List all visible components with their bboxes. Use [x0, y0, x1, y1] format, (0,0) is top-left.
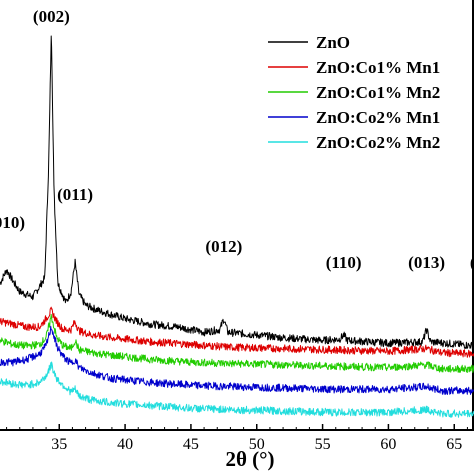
series-line-2 — [0, 314, 474, 373]
peak-label: (011) — [57, 185, 93, 204]
peak-label-layer: (010) (002) (011) (012) (110) (013) ( — [0, 7, 474, 272]
x-tick-label: 55 — [315, 436, 331, 453]
series-line-4 — [0, 361, 474, 418]
legend-label: ZnO:Co2% Mn2 — [316, 133, 440, 152]
peak-label: (002) — [33, 7, 70, 26]
peak-label: (013) — [408, 253, 445, 272]
x-tick-label: 35 — [51, 436, 67, 453]
x-tick-label: 50 — [249, 436, 265, 453]
series-line-1 — [0, 306, 474, 358]
x-tick-label: 65 — [446, 436, 462, 453]
peak-label: (012) — [205, 237, 242, 256]
legend-label: ZnO:Co1% Mn1 — [316, 58, 440, 77]
legend-label: ZnO — [316, 33, 350, 52]
x-tick-label: 60 — [380, 436, 396, 453]
x-axis-label: 2θ (°) — [225, 447, 274, 471]
legend-label: ZnO:Co1% Mn2 — [316, 83, 440, 102]
legend: ZnO ZnO:Co1% Mn1 ZnO:Co1% Mn2 ZnO:Co2% Mn1 Z… — [268, 33, 440, 152]
x-axis: 35 40 45 50 55 60 65 — [6, 424, 468, 453]
series-layer — [0, 35, 474, 418]
x-tick-label: 40 — [117, 436, 133, 453]
x-tick-label: 45 — [183, 436, 199, 453]
legend-label: ZnO:Co2% Mn1 — [316, 108, 440, 127]
peak-label: (010) — [0, 213, 25, 232]
series-line-3 — [0, 325, 474, 395]
series-line-0 — [0, 35, 474, 350]
peak-label: (110) — [326, 253, 362, 272]
peak-label: ( — [470, 253, 474, 272]
plot-frame — [0, 0, 474, 431]
